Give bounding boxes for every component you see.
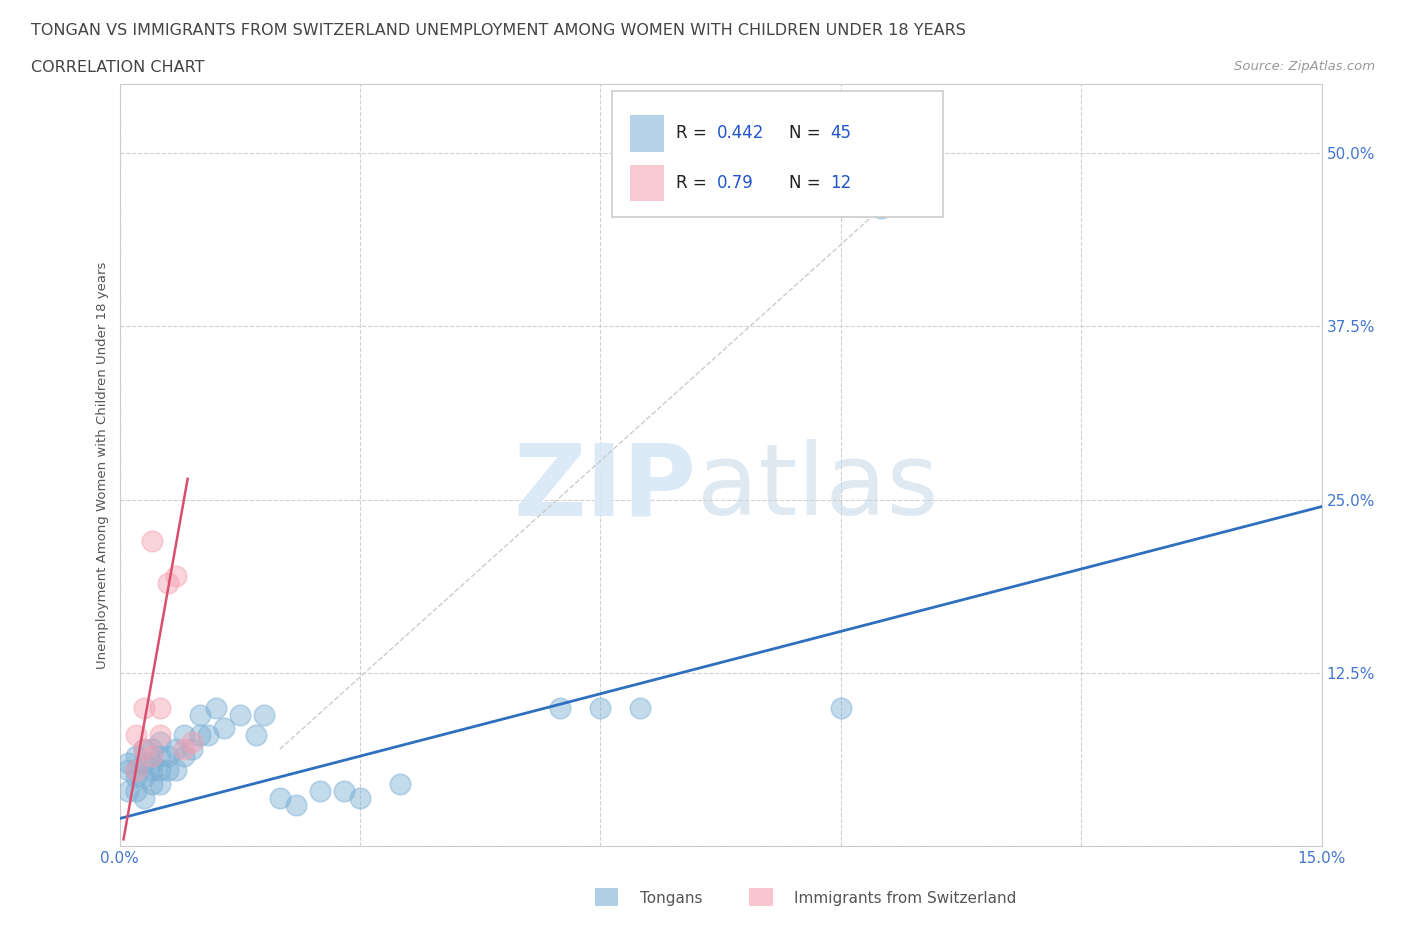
Point: [589, 700, 612, 715]
Point: [188, 728, 211, 743]
Point: [180, 735, 202, 750]
Point: [212, 721, 235, 736]
Text: Immigrants from Switzerland: Immigrants from Switzerland: [794, 891, 1017, 906]
Point: [156, 576, 179, 591]
Text: 0.79: 0.79: [717, 174, 754, 192]
Text: 45: 45: [830, 125, 851, 142]
FancyBboxPatch shape: [630, 115, 664, 152]
Point: [141, 749, 163, 764]
Point: [245, 728, 267, 743]
Text: TONGAN VS IMMIGRANTS FROM SWITZERLAND UNEMPLOYMENT AMONG WOMEN WITH CHILDREN UND: TONGAN VS IMMIGRANTS FROM SWITZERLAND UN…: [31, 23, 966, 38]
Point: [132, 742, 155, 757]
FancyBboxPatch shape: [613, 91, 943, 218]
Bar: [595, 888, 617, 905]
Y-axis label: Unemployment Among Women with Children Under 18 years: Unemployment Among Women with Children U…: [96, 261, 110, 669]
Point: [830, 700, 852, 715]
Point: [309, 783, 332, 798]
Point: [156, 749, 179, 764]
Point: [197, 728, 219, 743]
Text: ZIP: ZIP: [513, 439, 696, 537]
Point: [124, 728, 146, 743]
Point: [228, 707, 252, 722]
Point: [149, 728, 172, 743]
Point: [630, 700, 652, 715]
Point: [173, 742, 195, 757]
Point: [149, 735, 172, 750]
Bar: [749, 888, 772, 905]
Point: [349, 790, 371, 805]
Point: [149, 763, 172, 777]
Point: [141, 777, 163, 791]
Point: [333, 783, 356, 798]
Point: [132, 756, 155, 771]
Point: [124, 763, 146, 777]
Text: Tongans: Tongans: [640, 891, 702, 906]
Point: [117, 756, 139, 771]
Point: [141, 756, 163, 771]
Point: [124, 769, 146, 784]
Point: [124, 749, 146, 764]
Point: [132, 790, 155, 805]
Point: [165, 742, 187, 757]
Text: N =: N =: [789, 125, 825, 142]
Text: atlas: atlas: [696, 439, 938, 537]
Point: [180, 742, 202, 757]
Point: [165, 568, 187, 583]
Point: [149, 749, 172, 764]
Point: [149, 777, 172, 791]
Point: [269, 790, 291, 805]
Text: 12: 12: [830, 174, 851, 192]
Point: [156, 763, 179, 777]
Point: [132, 742, 155, 757]
Point: [388, 777, 412, 791]
Point: [173, 749, 195, 764]
Point: [253, 707, 276, 722]
Point: [284, 797, 307, 812]
Point: [141, 742, 163, 757]
Point: [188, 707, 211, 722]
Point: [124, 763, 146, 777]
Text: N =: N =: [789, 174, 825, 192]
Point: [173, 728, 195, 743]
Point: [132, 700, 155, 715]
FancyBboxPatch shape: [630, 165, 664, 201]
Text: CORRELATION CHART: CORRELATION CHART: [31, 60, 204, 75]
Point: [204, 700, 226, 715]
Point: [117, 763, 139, 777]
Point: [132, 769, 155, 784]
Point: [124, 783, 146, 798]
Point: [550, 700, 572, 715]
Text: 0.442: 0.442: [717, 125, 765, 142]
Point: [869, 201, 893, 216]
Point: [149, 700, 172, 715]
Text: R =: R =: [676, 174, 711, 192]
Point: [141, 534, 163, 549]
Text: Source: ZipAtlas.com: Source: ZipAtlas.com: [1234, 60, 1375, 73]
Point: [117, 783, 139, 798]
Point: [141, 763, 163, 777]
Point: [165, 763, 187, 777]
Text: R =: R =: [676, 125, 711, 142]
